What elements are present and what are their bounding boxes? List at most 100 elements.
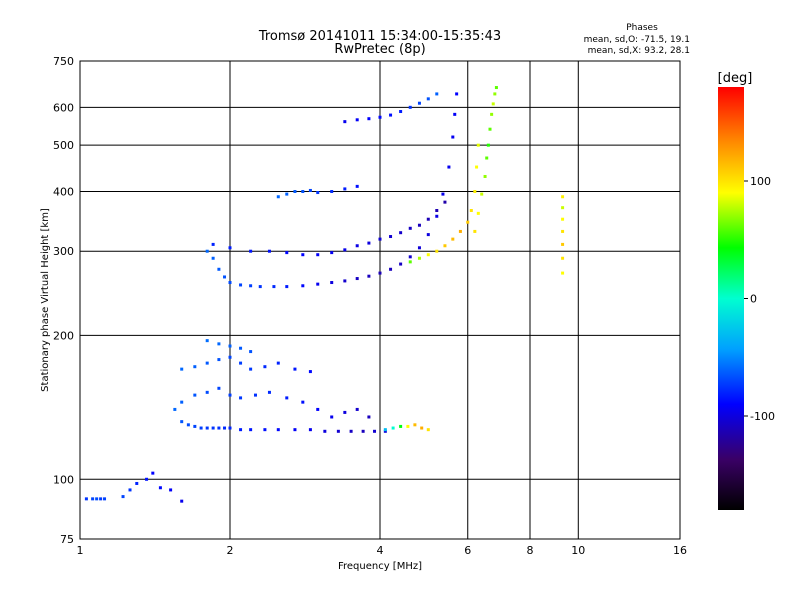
echo-point xyxy=(383,429,387,433)
echo-point xyxy=(228,393,232,397)
echo-point xyxy=(475,165,479,169)
echo-point xyxy=(308,428,312,432)
echo-point xyxy=(199,426,203,430)
echo-point xyxy=(490,112,494,116)
y-tick-label: 750 xyxy=(53,55,74,68)
echo-point xyxy=(263,428,267,432)
colorbar-tick-label: 100 xyxy=(750,175,771,188)
echo-point xyxy=(263,365,267,369)
echo-point xyxy=(435,214,439,218)
echo-point xyxy=(228,426,232,430)
echo-point xyxy=(367,241,371,245)
colorbar-tick-label: 0 xyxy=(750,293,757,306)
echo-point xyxy=(455,92,459,96)
echo-point xyxy=(389,235,393,239)
echo-point xyxy=(145,477,149,481)
echo-point xyxy=(466,220,470,224)
echo-point xyxy=(408,105,412,109)
echo-point xyxy=(95,497,99,501)
y-tick-label: 300 xyxy=(53,245,74,258)
echo-point xyxy=(486,143,490,147)
echo-point xyxy=(361,429,365,433)
echo-point xyxy=(561,206,565,210)
x-tick-label: 8 xyxy=(527,544,534,557)
echo-point xyxy=(330,251,334,255)
echo-point xyxy=(135,481,139,485)
echo-point xyxy=(378,115,382,119)
echo-point xyxy=(367,415,371,419)
echo-point xyxy=(343,410,347,414)
echo-point xyxy=(205,249,209,253)
echo-point xyxy=(193,393,197,397)
echo-point xyxy=(228,281,232,285)
echo-point xyxy=(561,256,565,260)
echo-point xyxy=(485,156,489,160)
phase-x-stats: mean, sd,X: 93.2, 28.1 xyxy=(588,46,690,56)
chart-title: Tromsø 20141011 15:34:00-15:35:43 xyxy=(258,29,501,44)
echo-point xyxy=(217,386,221,390)
echo-point xyxy=(561,271,565,275)
echo-point xyxy=(211,242,215,246)
echo-point xyxy=(391,426,395,430)
x-axis-label: Frequency [MHz] xyxy=(338,561,422,572)
echo-point xyxy=(180,420,184,424)
echo-point xyxy=(186,423,190,427)
echo-point xyxy=(180,499,184,503)
echo-point xyxy=(228,246,232,250)
phase-heading: Phases xyxy=(626,23,658,33)
echo-point xyxy=(561,217,565,221)
echo-point xyxy=(158,486,162,490)
echo-point xyxy=(223,275,227,279)
echo-point xyxy=(343,187,347,191)
echo-point xyxy=(169,488,173,492)
echo-point xyxy=(561,242,565,246)
echo-point xyxy=(193,424,197,428)
echo-point xyxy=(561,195,565,199)
echo-point xyxy=(417,256,421,260)
echo-point xyxy=(239,346,243,350)
echo-point xyxy=(417,101,421,105)
colorbar-ticks: 100 0 -100 xyxy=(744,175,775,423)
colorbar-tick-label: -100 xyxy=(750,410,775,423)
x-tick-label: 10 xyxy=(571,544,585,557)
echo-point xyxy=(435,209,439,213)
echo-point xyxy=(323,429,327,433)
x-tick-label: 16 xyxy=(673,544,687,557)
echo-point xyxy=(211,256,215,260)
echo-point xyxy=(473,189,477,193)
echo-point xyxy=(239,428,243,432)
echo-point xyxy=(378,237,382,241)
echo-point xyxy=(217,358,221,362)
x-axis-ticks: 1 2 4 6 8 10 16 xyxy=(77,544,688,557)
echo-point xyxy=(301,189,305,193)
echo-point xyxy=(205,339,209,343)
echo-point xyxy=(285,396,289,400)
echo-point xyxy=(399,110,403,114)
echo-point xyxy=(293,189,297,193)
echo-point xyxy=(316,191,320,195)
echo-point xyxy=(378,271,382,275)
echo-point xyxy=(355,118,359,122)
echo-point xyxy=(258,285,262,289)
echo-point xyxy=(367,117,371,121)
echo-point xyxy=(228,344,232,348)
echo-point xyxy=(151,471,155,475)
echo-point xyxy=(469,209,473,213)
echo-point xyxy=(205,361,209,365)
echo-point xyxy=(483,174,487,178)
echo-point xyxy=(285,285,289,289)
echo-point xyxy=(228,355,232,359)
echo-point xyxy=(217,342,221,346)
echo-point xyxy=(285,251,289,255)
echo-point xyxy=(330,281,334,285)
echo-point xyxy=(453,112,457,116)
echo-point xyxy=(399,424,403,428)
echo-point xyxy=(420,426,424,430)
echo-point xyxy=(417,223,421,227)
echo-point xyxy=(239,396,243,400)
echo-point xyxy=(349,429,353,433)
echo-point xyxy=(408,226,412,230)
echo-point xyxy=(493,92,497,96)
